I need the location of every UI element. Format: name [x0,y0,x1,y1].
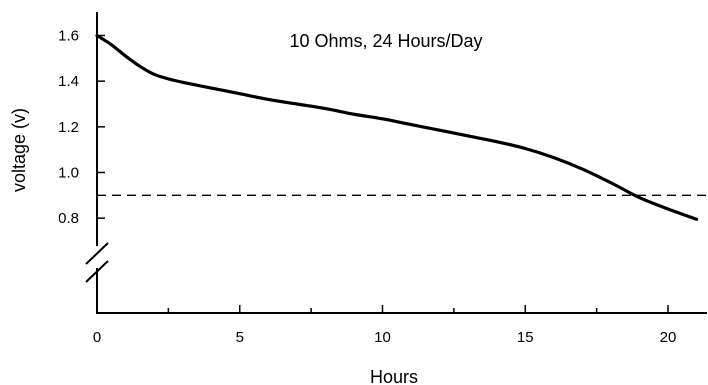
y-axis-break-mark [85,260,109,283]
x-tick-label: 15 [517,329,534,346]
chart-annotation: 10 Ohms, 24 Hours/Day [289,31,482,51]
x-axis-title: Hours [370,367,418,385]
y-tick-label: 1.2 [58,119,79,136]
series-layer [95,33,699,221]
x-tick-label: 20 [660,329,677,346]
voltage-series-line [95,33,699,221]
y-tick-label: 1.0 [58,164,79,181]
axes [85,12,707,314]
tick-labels: 0 5 10 15 20 1.6 1.4 1.2 1.0 0.8 [58,28,676,347]
y-axis-title: voltage (v) [9,108,29,192]
x-tick-label: 5 [236,329,244,346]
x-tick-label: 0 [93,329,101,346]
y-tick-label: 0.8 [58,210,79,227]
y-tick-label: 1.6 [58,28,79,45]
y-tick-label: 1.4 [58,73,79,90]
y-axis-break-mark [85,242,109,265]
x-tick-label: 10 [374,329,391,346]
